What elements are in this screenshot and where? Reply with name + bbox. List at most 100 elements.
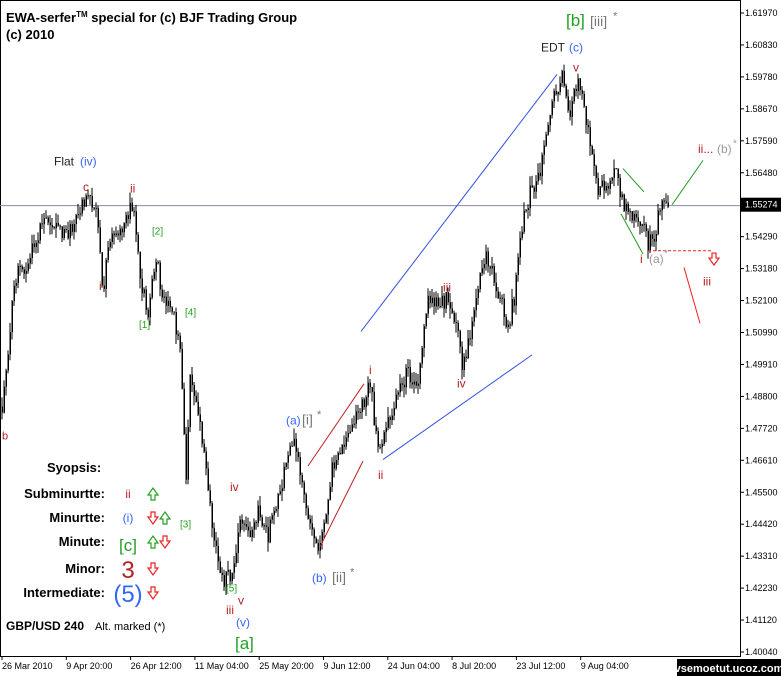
wave-label: c xyxy=(83,180,89,194)
candle-body xyxy=(643,224,645,226)
candle-body xyxy=(215,540,217,546)
wave-label: ii xyxy=(130,182,135,196)
candle-body xyxy=(61,226,63,238)
candle-body xyxy=(109,242,111,248)
candle-body xyxy=(243,523,245,525)
candle-body xyxy=(307,508,309,519)
candle-body xyxy=(265,525,267,527)
candle-body xyxy=(153,272,155,279)
candle-body xyxy=(581,90,583,94)
candle-body xyxy=(313,529,315,539)
wave-label: (a) xyxy=(649,252,664,266)
candle-body xyxy=(199,414,201,422)
candle-body xyxy=(637,217,639,222)
candle-body xyxy=(95,207,97,209)
wave-label: b xyxy=(2,431,8,443)
candle-body xyxy=(245,524,247,527)
candle-body xyxy=(223,574,225,587)
candle-body xyxy=(563,70,565,86)
up-arrow-icon xyxy=(146,534,160,549)
candle-body xyxy=(169,300,171,308)
time-tick-label: 11 May 04:00 xyxy=(195,661,249,671)
candle-body xyxy=(627,203,629,212)
candle-body xyxy=(73,223,75,232)
candle-body xyxy=(539,172,541,177)
candle-body xyxy=(549,115,551,126)
candle-body xyxy=(273,510,275,516)
candle-body xyxy=(519,237,521,258)
candle-body xyxy=(395,394,397,409)
candle-body xyxy=(495,282,497,292)
candle-body xyxy=(595,165,597,179)
candle-body xyxy=(85,195,87,207)
price-tick-label: 1.58670 xyxy=(745,104,778,114)
candle-body xyxy=(397,392,399,395)
candle-body xyxy=(55,222,57,229)
candle-body xyxy=(283,466,285,489)
candle-body xyxy=(241,519,243,524)
synopsis-wave-label: (i) xyxy=(123,511,134,525)
wave-label: [1] xyxy=(139,320,150,331)
wave-label: [3] xyxy=(180,520,191,531)
candle-body xyxy=(373,391,375,426)
candle-body xyxy=(139,251,141,279)
candle-body xyxy=(547,125,549,135)
candle-body xyxy=(447,292,449,303)
candle-body xyxy=(405,367,407,388)
candle-body xyxy=(473,310,475,322)
candle-body xyxy=(145,289,147,310)
candle-body xyxy=(511,299,513,325)
candle-body xyxy=(129,202,131,220)
candle-body xyxy=(483,264,485,269)
candle-body xyxy=(111,233,113,243)
candle-body xyxy=(197,401,199,415)
candle-body xyxy=(661,200,663,211)
candle-body xyxy=(357,411,359,413)
candle-body xyxy=(371,387,373,392)
candle-body xyxy=(217,545,219,562)
candle-body xyxy=(209,490,211,504)
price-tick-label: 1.48800 xyxy=(745,391,778,401)
candle-body xyxy=(207,468,209,491)
candle-body xyxy=(617,168,619,178)
candle-body xyxy=(277,493,279,510)
candle-body xyxy=(59,225,61,227)
candle-body xyxy=(91,195,93,208)
candle-body xyxy=(123,223,125,233)
down-arrow-icon xyxy=(146,511,160,526)
candle-body xyxy=(387,417,389,428)
candle-body xyxy=(641,224,643,226)
candle-body xyxy=(551,101,553,116)
candle-body xyxy=(667,202,669,207)
price-axis: 1.61970 1.60830 1.59780 1.58670 1.57590 1.564… xyxy=(740,8,781,657)
candle-body xyxy=(513,299,515,306)
price-tick-label: 1.52100 xyxy=(745,296,778,306)
candle-body xyxy=(587,124,589,128)
candle-body xyxy=(525,209,527,211)
candle-body xyxy=(125,215,127,224)
candle-body xyxy=(83,199,85,207)
wave-label: [b] xyxy=(566,11,585,30)
price-tick-label: 1.59780 xyxy=(745,72,778,82)
synopsis-degree-label: Subminurtte: xyxy=(24,486,105,501)
chart-subtitle: (c) 2010 xyxy=(6,27,54,42)
candle-body xyxy=(69,224,71,239)
time-tick-label: 26 Mar 2010 xyxy=(2,661,53,671)
candle-body xyxy=(415,381,417,386)
candle-body xyxy=(453,312,455,323)
candle-body xyxy=(575,88,577,92)
candle-body xyxy=(553,90,555,102)
chart-title: EWA-serferTM special for (c) BJF Trading… xyxy=(6,10,297,25)
candle-body xyxy=(279,491,281,494)
wave-label: iii xyxy=(443,281,451,295)
wave-label: [5] xyxy=(226,583,237,594)
trendline xyxy=(382,354,533,460)
candle-body xyxy=(239,519,241,533)
candle-body xyxy=(663,200,665,202)
candle-body xyxy=(337,452,339,460)
candle-body xyxy=(193,385,195,396)
wave-label: (b) xyxy=(312,571,327,585)
candle-body xyxy=(435,297,437,307)
synopsis-panel: Syopsis: Subminurtte: ii Minurtte: (i) Minut… xyxy=(23,460,172,608)
candle-body xyxy=(603,180,605,191)
